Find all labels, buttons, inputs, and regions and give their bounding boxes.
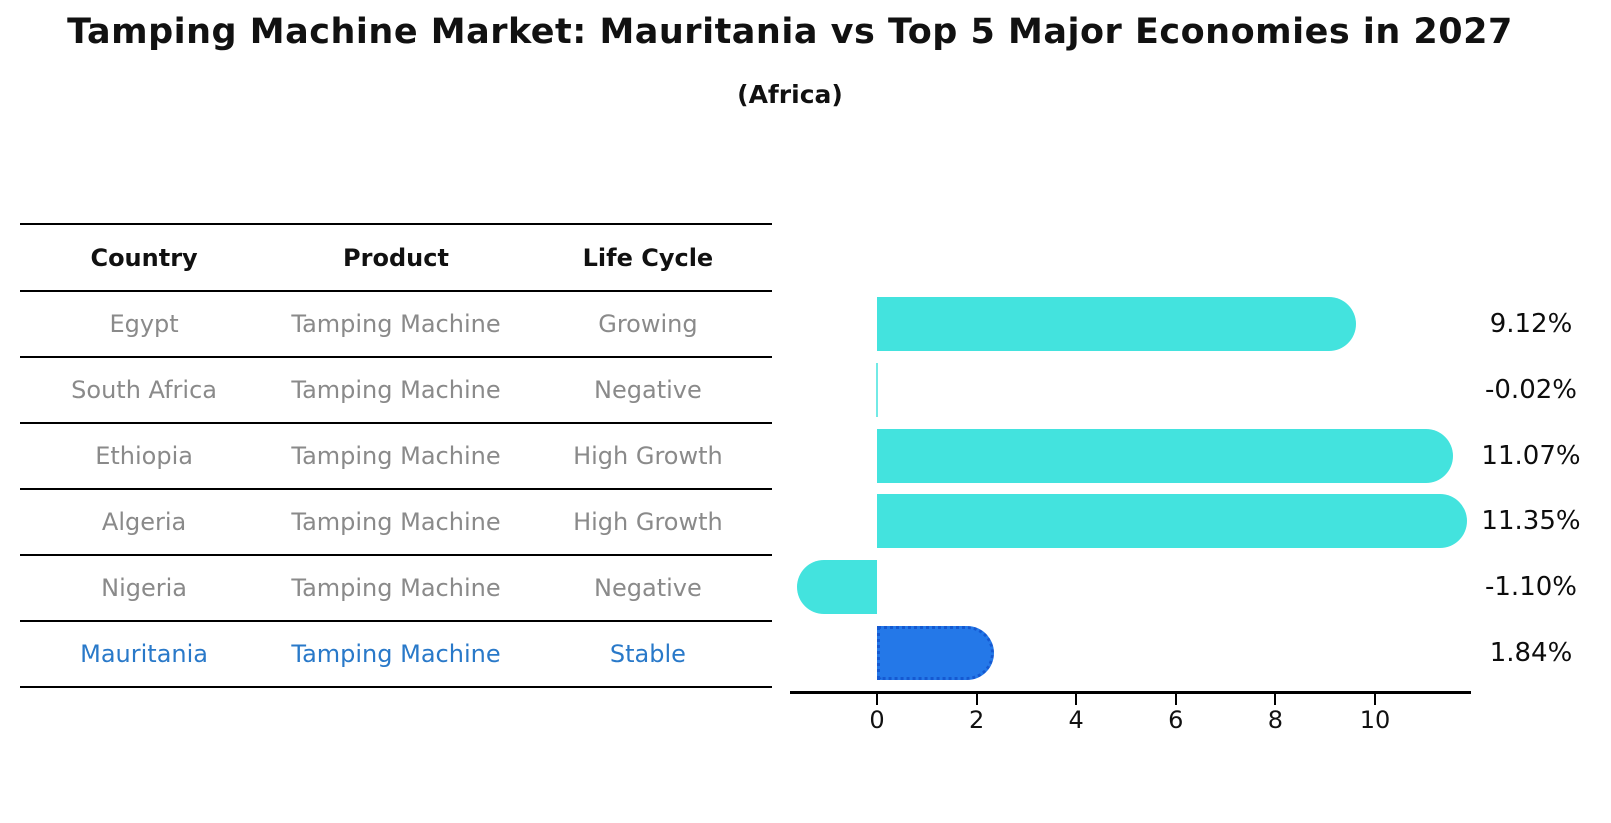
bar-egypt (877, 297, 1357, 351)
table-header-row: Country Product Life Cycle (20, 225, 772, 292)
table-cell-life-cycle: Negative (594, 574, 702, 602)
x-axis-tick (975, 694, 978, 705)
bar-value-label: 11.35% (1481, 506, 1581, 537)
country-product-table: Country Product Life Cycle Egypt Tamping … (20, 223, 772, 688)
table-cell-life-cycle: Stable (609, 640, 686, 668)
table-cell-country: Algeria (101, 508, 187, 536)
table-cell-product: Tamping Machine (291, 640, 501, 668)
bar-value-label: 11.07% (1481, 440, 1581, 471)
x-axis-tick (1274, 694, 1277, 705)
table-cell-life-cycle: High Growth (573, 508, 723, 536)
x-axis-tick (1174, 694, 1177, 705)
x-axis-tick (1374, 694, 1376, 705)
table-cell-country: Ethiopia (95, 442, 193, 470)
table-row: South Africa Tamping Machine Negative (20, 358, 772, 424)
table-cell-product: Tamping Machine (291, 376, 501, 404)
table-cell-country: Nigeria (101, 574, 188, 602)
page-subtitle: (Africa) (737, 80, 843, 109)
table-cell-product: Tamping Machine (291, 508, 501, 536)
bar-value-label: -0.02% (1485, 374, 1577, 405)
table-cell-product: Tamping Machine (291, 574, 501, 602)
table-header-country: Country (90, 243, 198, 272)
x-axis-tick-label: 2 (968, 706, 985, 734)
bar-mauritania (877, 626, 994, 680)
bar-value-label: 1.84% (1489, 638, 1573, 668)
bar-south-africa (876, 362, 878, 417)
x-axis-tick-label: 10 (1359, 706, 1391, 734)
bar-value-label: -1.10% (1485, 572, 1577, 603)
x-axis-line (790, 691, 1471, 694)
bar-nigeria (797, 560, 877, 615)
table-cell-product: Tamping Machine (291, 442, 501, 470)
table-cell-country: Mauritania (80, 640, 209, 668)
page-title: Tamping Machine Market: Mauritania vs To… (67, 12, 1513, 52)
table-cell-country: South Africa (71, 376, 217, 404)
x-axis-tick-label: 8 (1267, 706, 1284, 734)
table-cell-country: Egypt (109, 310, 179, 338)
x-axis-tick-label: 0 (869, 706, 885, 734)
x-axis-tick (1075, 694, 1078, 705)
x-axis-tick-label: 4 (1068, 706, 1084, 734)
bar-algeria (877, 494, 1468, 549)
table-cell-life-cycle: Growing (598, 310, 698, 338)
table-row: Egypt Tamping Machine Growing (20, 292, 772, 358)
table-header-lifecycle: Life Cycle (582, 243, 714, 272)
bar-value-label: 9.12% (1489, 309, 1573, 339)
table-row: Ethiopia Tamping Machine High Growth (20, 424, 772, 490)
table-row: Algeria Tamping Machine High Growth (20, 490, 772, 556)
table-body: Egypt Tamping Machine Growing South Africa T… (20, 292, 772, 688)
x-axis-tick-label: 6 (1168, 706, 1184, 734)
x-axis-tick (876, 694, 878, 705)
table-cell-life-cycle: Negative (594, 376, 702, 404)
table-row: Mauritania Tamping Machine Stable (20, 622, 772, 688)
table-cell-product: Tamping Machine (291, 310, 501, 338)
bar-ethiopia (877, 428, 1454, 483)
table-header-product: Product (343, 243, 449, 272)
table-row: Nigeria Tamping Machine Negative (20, 556, 772, 622)
table-cell-life-cycle: High Growth (573, 442, 723, 470)
